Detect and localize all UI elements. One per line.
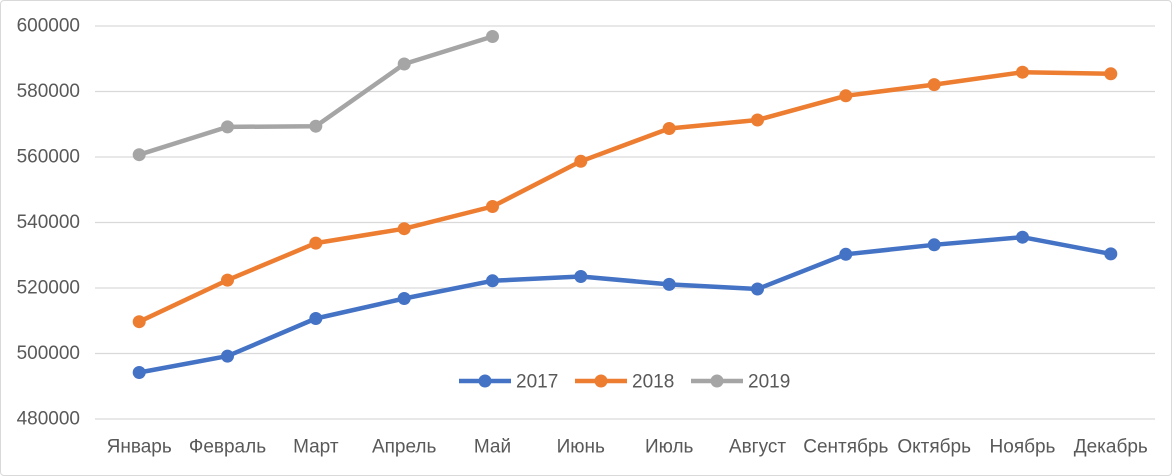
series-2017-point-Июль[interactable] xyxy=(662,277,676,291)
x-axis-tick-label: Май xyxy=(474,437,511,458)
series-2018-point-Ноябрь[interactable] xyxy=(1016,65,1029,79)
series-2017-point-Ноябрь[interactable] xyxy=(1016,230,1029,244)
series-2018-point-Август[interactable] xyxy=(751,113,764,127)
x-axis-tick-label: Апрель xyxy=(372,437,437,458)
series-2017-line[interactable] xyxy=(136,234,1114,375)
x-axis-tick-label: Февраль xyxy=(189,437,266,458)
gridlines xyxy=(95,25,1155,420)
x-axis-tick-label: Август xyxy=(729,437,786,458)
x-axis-tick-label: Сентябрь xyxy=(803,437,888,458)
series-2017-point-Апрель[interactable] xyxy=(397,292,411,305)
series-2017-point-Январь[interactable] xyxy=(132,366,146,379)
y-axis-tick-label: 500000 xyxy=(17,343,80,364)
legend-marker-icon xyxy=(710,374,724,388)
data-series xyxy=(132,30,1118,379)
series-2019-point-Май[interactable] xyxy=(486,30,499,43)
series-2018-point-Май[interactable] xyxy=(486,200,499,213)
series-2018-point-Апрель[interactable] xyxy=(397,222,411,236)
legend-marker-icon xyxy=(594,374,608,388)
legend-label: 2018 xyxy=(632,372,674,393)
x-axis-tick-label: Ноябрь xyxy=(990,437,1056,458)
legend-item-2019[interactable]: 2019 xyxy=(691,372,790,393)
y-axis-tick-label: 580000 xyxy=(17,81,80,102)
series-2018-point-Июль[interactable] xyxy=(662,122,676,135)
series-2018-point-Октябрь[interactable] xyxy=(927,78,941,92)
series-2019-line[interactable] xyxy=(136,34,495,157)
legend-item-2017[interactable]: 2017 xyxy=(459,372,558,393)
y-axis-labels: 480000 500000 520000 540000 560000 580000 6000… xyxy=(17,16,80,430)
series-2019[interactable] xyxy=(132,30,499,162)
x-axis-tick-label: Июль xyxy=(645,437,694,458)
legend: 2017 2018 2019 xyxy=(459,372,790,393)
x-axis-tick-label: Декабрь xyxy=(1074,437,1148,458)
series-2017-point-Октябрь[interactable] xyxy=(927,238,941,252)
series-2018-point-Январь[interactable] xyxy=(132,315,146,329)
series-2019-point-Январь[interactable] xyxy=(132,148,146,162)
x-axis-tick-label: Июнь xyxy=(557,437,605,458)
series-2018-line[interactable] xyxy=(136,69,1114,324)
series-2017-point-Февраль[interactable] xyxy=(221,349,234,363)
series-2018-point-Декабрь[interactable] xyxy=(1104,67,1118,81)
x-axis-tick-label: Октябрь xyxy=(897,437,971,458)
x-axis-tick-label: Январь xyxy=(107,437,172,458)
y-axis-tick-label: 560000 xyxy=(17,147,80,168)
y-axis-tick-label: 600000 xyxy=(17,16,80,37)
series-2018-point-Март[interactable] xyxy=(309,236,323,250)
series-2019-point-Февраль[interactable] xyxy=(221,120,234,134)
series-2018-point-Февраль[interactable] xyxy=(221,273,234,287)
series-2017[interactable] xyxy=(132,230,1118,379)
legend-marker-icon xyxy=(478,374,492,388)
series-2017-point-Август[interactable] xyxy=(751,282,764,296)
y-axis-tick-label: 520000 xyxy=(17,278,80,299)
series-2018-point-Сентябрь[interactable] xyxy=(839,89,853,103)
y-axis-tick-label: 540000 xyxy=(17,212,80,233)
y-axis-tick-label: 480000 xyxy=(17,409,80,430)
series-2017-point-Март[interactable] xyxy=(309,312,323,325)
series-2019-point-Апрель[interactable] xyxy=(397,57,411,71)
x-axis-tick-label: Март xyxy=(293,437,339,458)
series-2019-point-Март[interactable] xyxy=(309,119,323,133)
series-2017-point-Сентябрь[interactable] xyxy=(839,247,853,261)
series-2017-point-Декабрь[interactable] xyxy=(1104,247,1118,261)
series-2018-point-Июнь[interactable] xyxy=(574,154,588,168)
legend-label: 2019 xyxy=(748,372,790,393)
x-axis-labels: Январь Февраль Март Апрель Май Июнь Июль Август… xyxy=(107,437,1148,458)
series-2017-point-Июнь[interactable] xyxy=(574,270,588,283)
legend-label: 2017 xyxy=(516,372,558,393)
legend-item-2018[interactable]: 2018 xyxy=(575,372,674,393)
series-2017-point-Май[interactable] xyxy=(486,274,499,288)
series-2018[interactable] xyxy=(132,65,1118,329)
